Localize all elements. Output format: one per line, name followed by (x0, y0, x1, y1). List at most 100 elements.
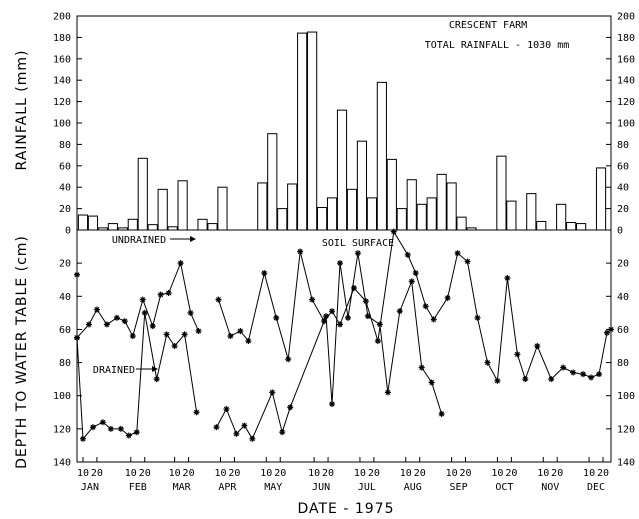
rainfall-bar (316, 207, 328, 231)
water-table-point (297, 248, 304, 255)
water-table-point (245, 338, 252, 345)
rainfall-ytick-label-right: 40 (617, 183, 629, 194)
month-label: AUG (404, 482, 422, 493)
water-table-point (117, 425, 124, 432)
rainfall-bar (556, 203, 567, 231)
date-tick-label: 10 (354, 468, 366, 479)
depth-ytick-label-right: 20 (617, 259, 629, 270)
water-table-point (273, 314, 280, 321)
water-table-point (153, 376, 160, 383)
water-table-point (412, 270, 419, 277)
rainfall-bar (197, 218, 208, 231)
water-table-point (99, 419, 106, 426)
water-table-point (279, 429, 286, 436)
rainfall-ytick-label-right: 80 (617, 140, 629, 151)
rainfall-bar (386, 158, 397, 231)
date-axis-label: DATE - 1975 (297, 501, 394, 517)
rainfall-ytick-label: 40 (59, 183, 71, 194)
depth-ytick-label: 60 (59, 325, 71, 336)
rainfall-ytick-label-right: 0 (617, 226, 623, 237)
water-table-point (390, 228, 397, 235)
soil-surface-label: SOIL SURFACE (322, 238, 394, 249)
water-table-point (430, 316, 437, 323)
date-tick-label: 10 (537, 468, 549, 479)
rainfall-bar (97, 227, 108, 231)
month-label: OCT (495, 482, 513, 493)
depth-ytick-label-right: 100 (617, 391, 635, 402)
drained-label: DRAINED (93, 365, 135, 376)
month-label: JUN (312, 482, 330, 493)
rainfall-bar (496, 155, 507, 231)
water-table-point (337, 260, 344, 267)
water-table-point (323, 313, 330, 320)
water-table-point (285, 356, 292, 363)
rainfall-bar (506, 200, 517, 231)
water-table-point (376, 321, 383, 328)
rainfall-bar (566, 222, 577, 231)
rainfall-ytick-label-right: 140 (617, 76, 635, 87)
water-table-point (171, 343, 178, 349)
water-table-point (522, 376, 529, 383)
water-table-point (408, 278, 415, 285)
rainfall-bar (396, 208, 407, 231)
rainfall-bar (366, 197, 377, 231)
water-table-point (354, 250, 361, 257)
depth-ytick-label: 80 (59, 358, 71, 369)
water-table-point (548, 376, 555, 383)
rainfall-bar (426, 197, 437, 231)
rainfall-bar (77, 214, 89, 231)
rainfall-bar (595, 167, 607, 231)
date-tick-label: 10 (446, 468, 458, 479)
water-table-point (125, 432, 132, 439)
water-table-point (484, 359, 491, 366)
month-label: FEB (129, 482, 147, 493)
rainfall-ytick-label: 80 (59, 140, 71, 151)
month-label: JUL (358, 482, 376, 493)
month-label: MAY (264, 482, 282, 493)
rainfall-bar (147, 224, 158, 231)
date-tick-label: 20 (414, 468, 426, 479)
depth-ytick-label: 120 (53, 424, 71, 435)
date-tick-label: 10 (583, 468, 595, 479)
water-table-point (396, 308, 403, 315)
rainfall-bar (416, 203, 427, 231)
water-table-point (514, 351, 521, 358)
water-table-point (428, 379, 435, 386)
rainfall-bar (267, 133, 278, 231)
rainfall-ytick-label-right: 120 (617, 97, 635, 108)
water-table-point (89, 424, 96, 431)
rainfall-ytick-label-right: 100 (617, 119, 635, 130)
water-table-point (149, 323, 156, 330)
water-table-point (454, 250, 461, 257)
water-table-point (233, 430, 240, 437)
drained-arrowhead (152, 366, 158, 372)
water-table-point (494, 377, 501, 384)
water-table-point (249, 435, 256, 442)
water-table-point (329, 308, 336, 315)
water-table-point (113, 314, 120, 321)
water-table-point (129, 333, 136, 340)
rainfall-bar (576, 223, 587, 231)
month-label: DEC (587, 482, 605, 493)
water-table-point (177, 260, 184, 267)
depth-ytick-label: 20 (59, 259, 71, 270)
water-table-point (329, 401, 336, 407)
date-tick-label: 10 (125, 468, 137, 479)
rainfall-bar (346, 188, 358, 231)
rainfall-bar (436, 173, 447, 231)
water-table-point (504, 275, 511, 282)
rainfall-ytick-label: 160 (53, 54, 71, 65)
rainfall-axis-label: RAINFALL (mm) (14, 50, 30, 171)
rainfall-bar (167, 226, 178, 231)
water-table-point (241, 422, 248, 429)
water-table-point (141, 309, 148, 316)
drained-series-line (216, 253, 443, 440)
water-table-point (309, 296, 316, 303)
date-tick-label: 10 (214, 468, 226, 479)
rainfall-bar (107, 223, 118, 231)
water-table-point (133, 429, 140, 436)
rainfall-bar (446, 182, 457, 231)
rainfall-ytick-label: 20 (59, 204, 71, 215)
water-table-point (474, 314, 481, 321)
water-table-point (193, 409, 200, 416)
